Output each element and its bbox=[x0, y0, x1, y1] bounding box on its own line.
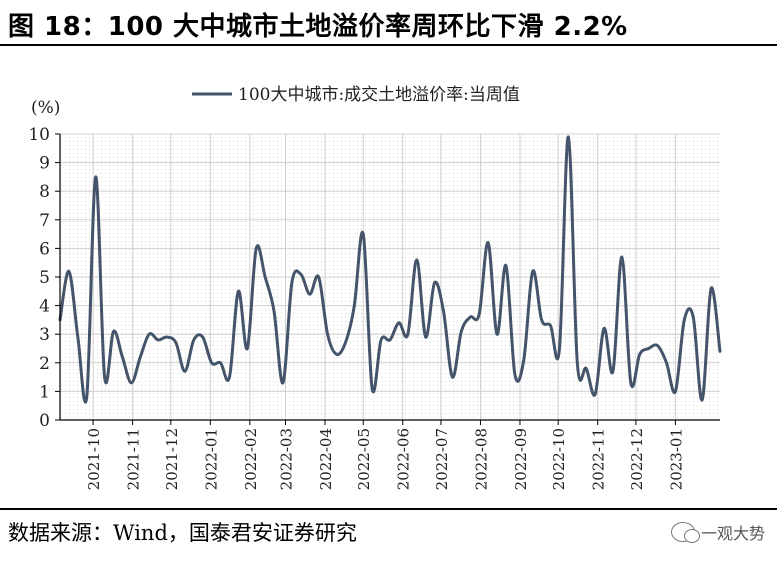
y-axis-unit-label: (%) bbox=[31, 98, 60, 118]
x-axis-ticks: 2021-10 2021-11 2021-12 2022-01 2022-02 2022-… bbox=[85, 420, 685, 490]
x-tick-label: 2022-05 bbox=[355, 428, 373, 490]
watermark: 一观大势 bbox=[670, 520, 765, 544]
x-tick-label: 2021-10 bbox=[85, 428, 103, 490]
watermark-text: 一观大势 bbox=[700, 524, 765, 543]
line-chart: 100大中城市:成交土地溢价率:当周值 (%) 0 1 2 3 4 5 6 7 8 9 10 202… bbox=[28, 85, 722, 490]
y-tick-label: 8 bbox=[39, 182, 50, 202]
x-tick-label: 2022-06 bbox=[395, 428, 413, 490]
x-tick-label: 2022-08 bbox=[472, 428, 490, 490]
y-tick-label: 5 bbox=[39, 268, 50, 288]
source-note: 数据来源：Wind，国泰君安证券研究 bbox=[8, 521, 357, 545]
gridlines bbox=[60, 133, 720, 420]
x-tick-label: 2022-11 bbox=[590, 428, 608, 490]
y-tick-label: 10 bbox=[28, 125, 50, 145]
x-tick-label: 2022-02 bbox=[242, 428, 260, 490]
x-tick-label: 2022-01 bbox=[202, 428, 220, 490]
y-tick-label: 6 bbox=[39, 239, 50, 259]
x-tick-label: 2022-07 bbox=[433, 428, 451, 490]
source-rule bbox=[0, 508, 777, 510]
y-tick-label: 0 bbox=[39, 411, 50, 431]
y-tick-label: 9 bbox=[39, 154, 50, 174]
wechat-icon bbox=[670, 522, 700, 543]
y-axis-ticks: 0 1 2 3 4 5 6 7 8 9 10 bbox=[28, 125, 60, 431]
series-line bbox=[58, 135, 722, 404]
y-tick-label: 7 bbox=[39, 211, 50, 231]
y-tick-label: 4 bbox=[39, 297, 50, 317]
x-tick-label: 2022-09 bbox=[512, 428, 530, 490]
x-tick-label: 2022-03 bbox=[278, 428, 296, 490]
x-tick-label: 2022-12 bbox=[628, 428, 646, 490]
x-tick-label: 2022-04 bbox=[317, 428, 335, 490]
x-tick-label: 2021-12 bbox=[163, 428, 181, 490]
legend: 100大中城市:成交土地溢价率:当周值 bbox=[192, 85, 520, 105]
legend-label: 100大中城市:成交土地溢价率:当周值 bbox=[238, 85, 520, 105]
x-tick-label: 2023-01 bbox=[667, 428, 685, 490]
x-tick-label: 2022-10 bbox=[550, 428, 568, 490]
title-rule bbox=[0, 44, 777, 46]
y-tick-label: 2 bbox=[39, 354, 50, 374]
y-tick-label: 1 bbox=[39, 382, 50, 402]
figure-title: 图 18：100 大中城市土地溢价率周环比下滑 2.2% bbox=[8, 12, 628, 42]
y-tick-label: 3 bbox=[39, 325, 50, 345]
x-tick-label: 2021-11 bbox=[125, 428, 143, 490]
